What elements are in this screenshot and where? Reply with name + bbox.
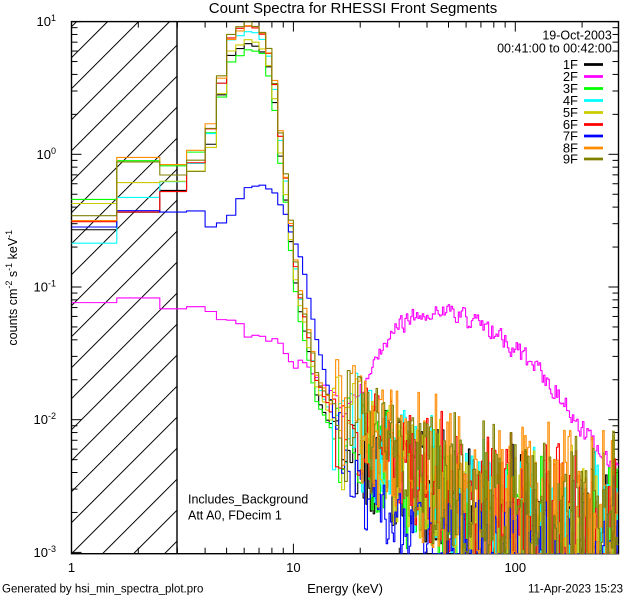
svg-text:1: 1: [68, 560, 75, 575]
svg-text:Count Spectra for RHESSI Front: Count Spectra for RHESSI Front Segments: [209, 0, 497, 17]
svg-text:19-Oct-2003: 19-Oct-2003: [542, 29, 612, 43]
svg-text:9F: 9F: [563, 152, 578, 167]
svg-text:100: 100: [504, 560, 526, 575]
svg-text:11-Apr-2023 15:23: 11-Apr-2023 15:23: [528, 584, 623, 596]
svg-text:Includes_Background: Includes_Background: [188, 493, 308, 507]
svg-text:Att A0, FDecim 1: Att A0, FDecim 1: [188, 509, 282, 523]
svg-text:00:41:00 to 00:42:00: 00:41:00 to 00:42:00: [497, 42, 612, 56]
svg-text:10: 10: [286, 560, 300, 575]
svg-text:Energy (keV): Energy (keV): [307, 581, 383, 596]
svg-text:Generated by hsi_min_spectra_p: Generated by hsi_min_spectra_plot.pro: [2, 584, 203, 596]
